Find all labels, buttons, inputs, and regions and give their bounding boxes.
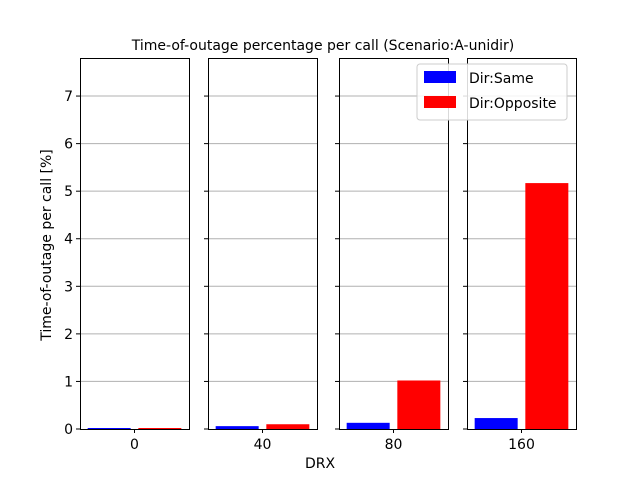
y-tick-label: 5 bbox=[64, 184, 73, 200]
bar-dir-opposite-0 bbox=[138, 428, 182, 429]
panel-0: 0 bbox=[76, 58, 190, 453]
x-axis-label: DRX bbox=[305, 456, 336, 472]
panel-frame bbox=[80, 58, 190, 430]
bar-dir-opposite-80 bbox=[397, 380, 441, 429]
y-tick-label: 6 bbox=[64, 137, 73, 153]
y-tick-label: 1 bbox=[64, 374, 73, 390]
bar-dir-same-40 bbox=[215, 426, 259, 429]
x-tick-label: 80 bbox=[385, 437, 403, 453]
bar-dir-opposite-40 bbox=[266, 424, 310, 429]
x-tick-label: 40 bbox=[254, 437, 272, 453]
bar-dir-same-0 bbox=[87, 428, 131, 429]
y-axis-ticks: 0 1 2 3 4 5 6 7 bbox=[64, 89, 73, 438]
y-tick-label: 0 bbox=[64, 422, 73, 438]
bar-dir-opposite-160 bbox=[525, 183, 569, 429]
panel-160: 160 bbox=[463, 58, 577, 453]
legend: Dir:Same Dir:Opposite bbox=[416, 63, 568, 121]
panel-frame bbox=[208, 58, 318, 430]
chart-title: Time-of-outage percentage per call (Scen… bbox=[131, 38, 514, 54]
bar-dir-same-80 bbox=[346, 422, 390, 429]
legend-swatch bbox=[424, 96, 456, 108]
y-tick-label: 4 bbox=[64, 232, 73, 248]
chart-panels: 0 40 80 160 bbox=[76, 58, 577, 453]
legend-label: Dir:Opposite bbox=[469, 96, 557, 112]
y-tick-label: 3 bbox=[64, 279, 73, 295]
x-tick-label: 160 bbox=[508, 437, 535, 453]
y-axis-label: Time-of-outage per call [%] bbox=[39, 149, 55, 342]
x-tick-label: 0 bbox=[130, 437, 139, 453]
y-tick-label: 7 bbox=[64, 89, 73, 105]
y-tick-label: 2 bbox=[64, 327, 73, 343]
legend-swatch bbox=[424, 71, 456, 83]
bar-dir-same-160 bbox=[474, 418, 518, 429]
panel-40: 40 bbox=[204, 58, 318, 453]
legend-label: Dir:Same bbox=[469, 71, 534, 87]
